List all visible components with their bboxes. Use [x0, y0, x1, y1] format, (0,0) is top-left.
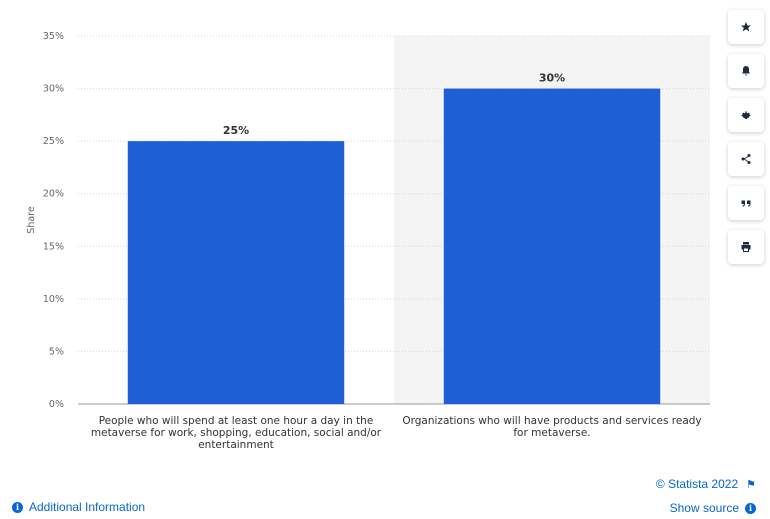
- y-tick-label: 30%: [43, 84, 64, 95]
- cite-button[interactable]: [728, 186, 764, 220]
- y-tick-label: 15%: [43, 241, 64, 252]
- x-tick-label-line: for metaverse.: [398, 427, 706, 439]
- show-source-link[interactable]: Show source i: [670, 501, 756, 515]
- x-tick-label-line: entertainment: [82, 439, 390, 451]
- info-icon: i: [12, 502, 23, 513]
- copyright-text: © Statista 2022: [656, 477, 738, 491]
- x-tick-label-line: People who will spend at least one hour …: [82, 415, 390, 427]
- info-icon: i: [745, 503, 756, 514]
- bars: 25% 30%: [128, 72, 660, 404]
- y-tick-label: 10%: [43, 294, 64, 305]
- notification-button[interactable]: [728, 54, 764, 88]
- y-tick-label: 25%: [43, 136, 64, 147]
- copyright[interactable]: © Statista 2022 ⚑: [656, 477, 756, 491]
- additional-information-link[interactable]: i Additional Information: [12, 500, 145, 514]
- x-tick-label: Organizations who will have products and…: [398, 415, 706, 439]
- data-label: 25%: [223, 124, 249, 137]
- notification-bell-icon: [740, 65, 752, 77]
- favorite-icon: [740, 21, 752, 33]
- flag-icon: ⚑: [746, 478, 756, 491]
- toolbar: [728, 10, 764, 274]
- x-tick-label: People who will spend at least one hour …: [82, 415, 390, 451]
- settings-button[interactable]: [728, 98, 764, 132]
- x-tick-label-line: Organizations who will have products and…: [398, 415, 706, 427]
- bar[interactable]: [128, 141, 344, 404]
- share-button[interactable]: [728, 142, 764, 176]
- x-tick-label-line: metaverse for work, shopping, education,…: [82, 427, 390, 439]
- y-tick-label: 20%: [43, 189, 64, 200]
- print-icon: [740, 241, 752, 253]
- cite-quote-icon: [740, 197, 752, 209]
- settings-gear-icon: [740, 109, 752, 121]
- show-source-label: Show source: [670, 501, 739, 515]
- y-axis-title: Share: [26, 206, 37, 234]
- data-label: 30%: [539, 72, 565, 85]
- favorite-button[interactable]: [728, 10, 764, 44]
- y-axis-ticks: 0% 5% 10% 15% 20% 25% 30% 35%: [43, 31, 64, 410]
- bar[interactable]: [444, 89, 660, 404]
- y-tick-label: 35%: [43, 31, 64, 42]
- print-button[interactable]: [728, 230, 764, 264]
- additional-information-label: Additional Information: [29, 500, 145, 514]
- y-tick-label: 0%: [49, 399, 64, 410]
- y-tick-label: 5%: [49, 346, 64, 357]
- share-icon: [740, 153, 752, 165]
